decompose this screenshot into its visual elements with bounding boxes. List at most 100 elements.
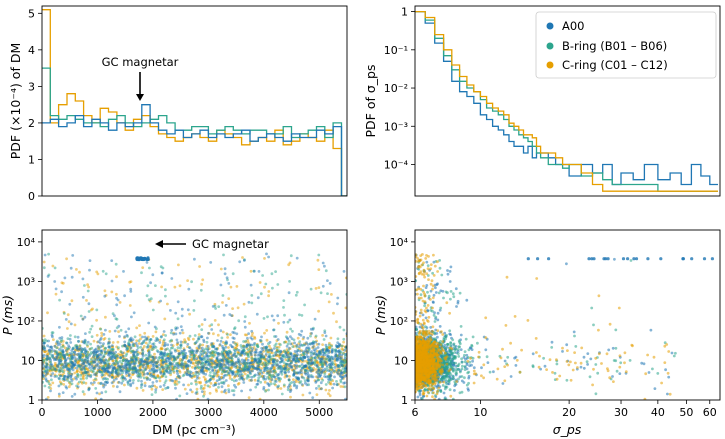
dm-period-point xyxy=(285,353,289,357)
sps-period-point xyxy=(424,316,428,320)
dm-period-point xyxy=(259,375,263,378)
dm-period-point xyxy=(121,344,124,348)
dm-period-point xyxy=(76,357,80,361)
sps-period-point xyxy=(463,368,467,371)
dm-period-point xyxy=(285,336,289,340)
dm-period-point xyxy=(180,362,184,366)
dm-period-point xyxy=(339,380,343,384)
dm-period-point xyxy=(209,382,213,385)
dm-period-point xyxy=(324,388,328,392)
dm-period-point xyxy=(42,344,45,348)
dm-period-point xyxy=(168,349,172,352)
dm-period-point xyxy=(87,310,91,313)
sps-period-point xyxy=(429,326,433,329)
dm-period-point xyxy=(107,351,111,354)
sps-pdf-ytick-label: 10⁻⁴ xyxy=(384,159,409,172)
dm-period-point xyxy=(185,392,189,395)
dm-period-point xyxy=(193,366,197,370)
dm-period-point xyxy=(206,367,210,371)
dm-period-point xyxy=(269,382,273,386)
sps-period-point xyxy=(455,305,458,308)
dm-period-point xyxy=(110,259,114,262)
dm-period-point xyxy=(290,337,294,340)
dm-period-point xyxy=(122,366,125,370)
dm-period-point xyxy=(196,363,200,367)
legend-marker-a00 xyxy=(546,22,554,30)
dm-period-point xyxy=(64,358,68,362)
dm-period-point xyxy=(278,353,282,357)
dm-period-point xyxy=(195,357,199,360)
dm-period-point xyxy=(227,384,230,388)
dm-period-point xyxy=(285,362,288,366)
dm-period-point xyxy=(222,253,225,257)
dm-period-point xyxy=(287,346,291,350)
dm-period-point xyxy=(309,354,313,358)
dm-period-point xyxy=(176,372,180,375)
dm-period-point xyxy=(45,362,49,366)
sps-period-point xyxy=(513,356,516,360)
dm-period-point xyxy=(152,357,156,361)
dm-period-point xyxy=(153,344,156,348)
dm-period-point xyxy=(331,357,335,361)
dm-period-point xyxy=(254,373,257,377)
dm-period-point xyxy=(320,371,323,374)
dm-period-point xyxy=(121,379,125,383)
sps-period-point xyxy=(651,367,654,371)
dm-period-point xyxy=(95,318,98,322)
dm-period-point xyxy=(210,342,214,345)
dm-period-point xyxy=(249,283,253,287)
dm-period-point xyxy=(153,352,156,356)
dm-period-point xyxy=(311,327,315,331)
dm-period-point xyxy=(80,358,84,362)
dm-period-point xyxy=(309,334,312,338)
dm-period-point xyxy=(131,373,134,377)
dm-period-point xyxy=(163,352,166,355)
dm-period-point xyxy=(57,392,61,396)
dm-period-point xyxy=(220,336,224,340)
dm-period-point xyxy=(92,339,96,343)
sps-period-point xyxy=(670,351,674,355)
dm-period-xtick-label: 5000 xyxy=(305,406,333,419)
dm-period-point xyxy=(179,340,183,344)
sps-period-point xyxy=(456,348,460,351)
dm-period-point xyxy=(257,270,261,273)
dm-period-point xyxy=(328,375,332,379)
dm-period-point xyxy=(117,330,120,334)
dm-period-point xyxy=(344,276,347,280)
dm-period-point xyxy=(42,374,45,377)
dm-period-point xyxy=(202,375,206,379)
dm-period-point xyxy=(162,383,166,387)
dm-period-magnetar-point xyxy=(136,256,140,261)
sps-period-point xyxy=(437,397,441,400)
sps-period-point xyxy=(465,298,469,302)
sps-pdf-ytick-label: 10⁻³ xyxy=(384,120,408,133)
dm-period-point xyxy=(108,345,112,349)
dm-period-point xyxy=(201,278,205,282)
dm-period-point xyxy=(108,330,112,333)
dm-period-point xyxy=(215,369,218,373)
dm-period-point xyxy=(285,374,289,378)
dm-period-point xyxy=(159,372,163,375)
dm-period-point xyxy=(319,373,323,377)
dm-period-point xyxy=(164,334,168,337)
dm-period-point xyxy=(206,345,210,348)
dm-period-point xyxy=(166,347,169,351)
dm-period-point xyxy=(286,388,290,392)
dm-period-point xyxy=(143,372,146,376)
dm-period-point xyxy=(197,324,201,328)
dm-period-point xyxy=(333,375,336,379)
dm-period-point xyxy=(58,348,61,351)
sps-period-point xyxy=(501,382,505,385)
sps-period-point xyxy=(486,361,490,364)
dm-period-point xyxy=(124,372,128,375)
dm-period-point xyxy=(204,372,208,376)
dm-period-point xyxy=(144,353,148,357)
dm-period-point xyxy=(139,375,143,379)
dm-period-point xyxy=(307,376,310,379)
dm-period-point xyxy=(165,353,169,357)
dm-period-point xyxy=(270,348,274,352)
dm-period-point xyxy=(260,346,264,350)
dm-period-point xyxy=(85,376,88,380)
dm-period-point xyxy=(288,261,292,265)
dm-period-point xyxy=(94,373,98,377)
